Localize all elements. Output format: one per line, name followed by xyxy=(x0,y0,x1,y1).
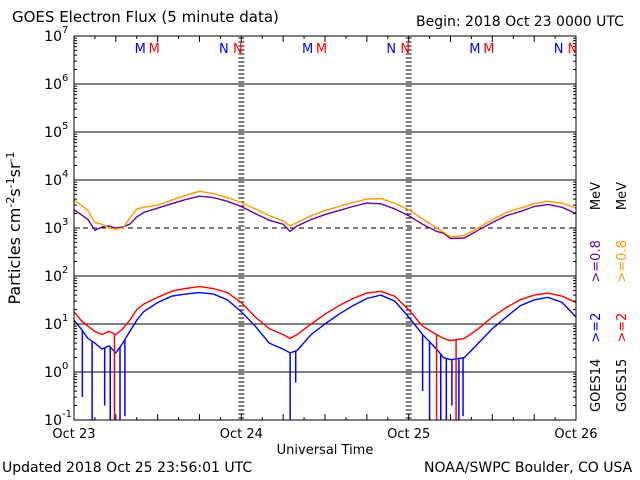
legend-satellite: GOES15 xyxy=(615,359,630,412)
y-axis-label-exp: -1 xyxy=(4,177,17,188)
x-tick-label: Oct 23 xyxy=(52,427,95,442)
series-line xyxy=(73,195,577,240)
frame-layer xyxy=(73,35,577,421)
y-tick-label: 10 xyxy=(44,269,62,285)
legend-entry: >=0.8 xyxy=(615,240,630,282)
legend-entry: >=2 xyxy=(589,313,604,343)
midnight-marker: N xyxy=(219,42,229,57)
y-axis-label-part: s xyxy=(5,188,24,196)
y-tick-label: 10 xyxy=(44,317,62,333)
legend-entry: >=2 xyxy=(615,313,630,343)
y-tick-exponent: 0 xyxy=(62,361,68,372)
legend-column: GOES14 >=2 >=0.8 MeV xyxy=(589,182,604,412)
legend-entry: >=0.8 xyxy=(589,240,604,282)
series-layer xyxy=(73,190,577,420)
series-line xyxy=(73,291,577,361)
begin-time-label: Begin: 2018 Oct 23 0000 UTC xyxy=(416,14,624,30)
midnight-marker: N xyxy=(568,42,578,57)
midnight-marker: N xyxy=(400,42,410,57)
y-tick-exponent: -1 xyxy=(62,409,72,420)
legend-entry: MeV xyxy=(589,182,604,210)
y-tick-label: 10 xyxy=(44,29,62,45)
midnight-marker: N xyxy=(386,42,396,57)
midnight-marker: M xyxy=(135,42,146,57)
legend-entry: MeV xyxy=(615,182,630,210)
series-line xyxy=(73,190,577,238)
y-tick-label: 10 xyxy=(44,173,62,189)
y-tick-label: 10 xyxy=(44,413,62,429)
y-axis-label-part: Particles cm xyxy=(5,208,24,305)
x-tick-label: Oct 26 xyxy=(554,427,597,442)
y-tick-exponent: 2 xyxy=(62,265,68,276)
y-tick-label: 10 xyxy=(44,77,62,93)
y-axis-label: Particles cm-2s-1sr-1 xyxy=(4,151,24,304)
y-tick-label: 10 xyxy=(44,221,62,237)
midnight-marker: N xyxy=(554,42,564,57)
midnight-marker: M xyxy=(302,42,313,57)
y-tick-exponent: 3 xyxy=(62,217,68,228)
midnight-marker: M xyxy=(316,42,327,57)
grid-layer xyxy=(74,37,576,419)
y-tick-exponent: 5 xyxy=(62,121,68,132)
y-tick-exponent: 4 xyxy=(62,169,68,180)
x-tick-label: Oct 25 xyxy=(387,427,430,442)
legend-column: GOES15 >=2 >=0.8 MeV xyxy=(615,182,630,412)
y-tick-label: 10 xyxy=(44,365,62,381)
midnight-marker: N xyxy=(233,42,243,57)
series-line xyxy=(73,285,577,342)
y-tick-exponent: 7 xyxy=(62,25,68,36)
midnight-marker: M xyxy=(483,42,494,57)
updated-timestamp: Updated 2018 Oct 25 23:56:01 UTC xyxy=(2,460,253,476)
credit-label: NOAA/SWPC Boulder, CO USA xyxy=(424,460,633,476)
y-tick-exponent: 6 xyxy=(62,73,68,84)
x-tick-label: Oct 24 xyxy=(220,427,263,442)
y-axis-label-exp: -1 xyxy=(4,151,17,162)
midnight-marker: M xyxy=(149,42,160,57)
x-axis-label: Universal Time xyxy=(277,443,374,458)
y-tick-label: 10 xyxy=(44,125,62,141)
y-axis-label-exp: -2 xyxy=(4,197,17,208)
legend-satellite: GOES14 xyxy=(589,359,604,412)
midnight-marker: M xyxy=(469,42,480,57)
chart-title: GOES Electron Flux (5 minute data) xyxy=(12,8,279,26)
y-axis-label-part: sr xyxy=(5,162,24,177)
y-tick-exponent: 1 xyxy=(62,313,68,324)
